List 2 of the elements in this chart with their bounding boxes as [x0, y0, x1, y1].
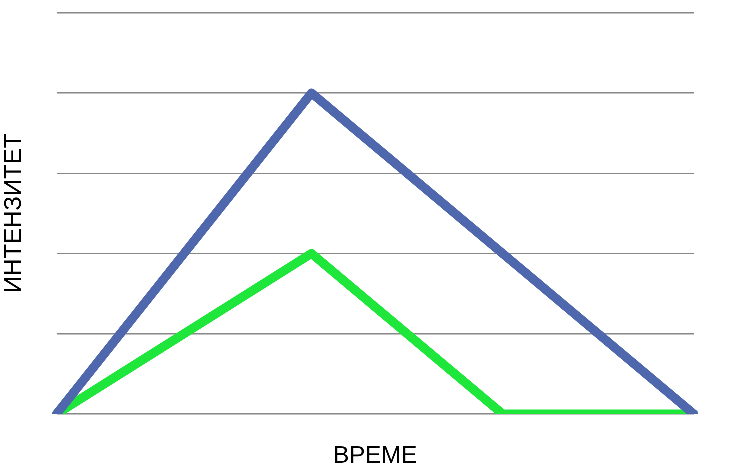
- y-axis-title: ИНТЕНЗИТЕТ: [0, 133, 28, 294]
- x-axis-title: ВРЕМЕ: [333, 442, 418, 470]
